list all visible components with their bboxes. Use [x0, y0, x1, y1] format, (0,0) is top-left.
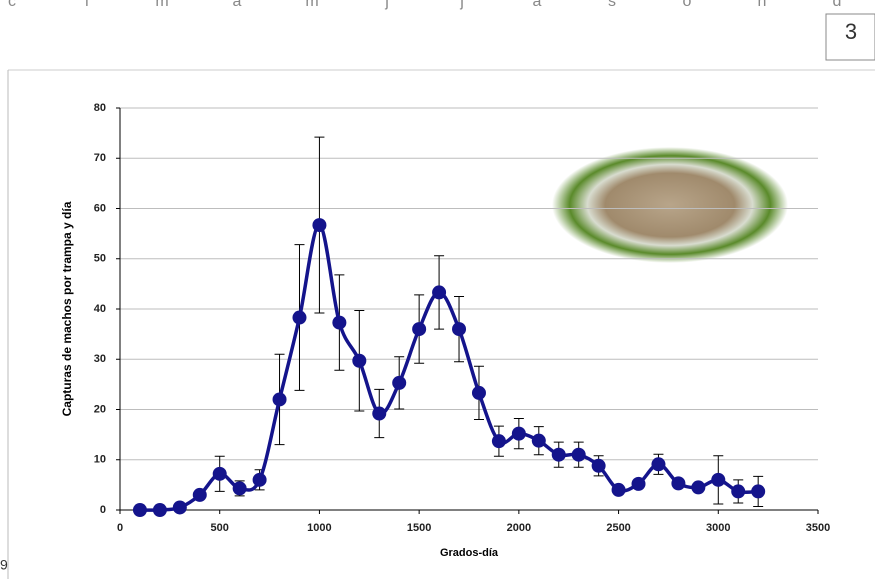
point	[312, 218, 327, 233]
y-axis-label: Capturas de machos por trampa y día	[60, 201, 74, 416]
point	[651, 457, 666, 472]
point	[452, 322, 467, 337]
point	[232, 481, 247, 496]
point	[272, 392, 287, 407]
x-tick-label: 3500	[806, 522, 830, 534]
month-letter: n	[758, 0, 767, 10]
point	[292, 310, 307, 325]
y-tick-label: 30	[94, 353, 106, 365]
x-tick-label: 2500	[606, 522, 630, 534]
point	[192, 487, 207, 502]
point	[471, 385, 486, 400]
point	[571, 447, 586, 462]
point	[611, 482, 626, 497]
y-tick-label: 70	[94, 152, 106, 164]
point	[731, 484, 746, 499]
point	[751, 484, 766, 499]
month-letter: j	[384, 0, 389, 10]
point	[551, 447, 566, 462]
point	[631, 476, 646, 491]
point	[352, 353, 367, 368]
month-letter: f	[85, 0, 90, 10]
month-letter: s	[608, 0, 616, 10]
point	[172, 500, 187, 515]
point	[412, 322, 427, 337]
point	[392, 375, 407, 390]
y-tick-label: 40	[94, 303, 106, 315]
y-tick-label: 50	[94, 253, 106, 265]
point	[491, 434, 506, 449]
series-line	[139, 223, 759, 512]
month-letter: o	[683, 0, 692, 10]
month-letter: d	[833, 0, 842, 10]
month-letter: m	[155, 0, 168, 10]
x-tick-label: 1500	[407, 522, 431, 534]
x-tick-label: 0	[117, 522, 123, 534]
point	[252, 472, 267, 487]
insect-photo	[552, 147, 788, 263]
y-tick-label: 20	[94, 403, 106, 415]
point	[152, 503, 167, 517]
point	[132, 503, 147, 517]
page-number-box	[825, 13, 875, 61]
x-axis-label: Grados-día	[440, 547, 499, 559]
month-letter: a	[233, 0, 242, 10]
point	[671, 476, 686, 491]
y-tick-label: 80	[94, 102, 106, 114]
point	[531, 433, 546, 448]
month-letter: j	[459, 0, 464, 10]
x-tick-label: 3000	[706, 522, 730, 534]
x-tick-label: 1000	[307, 522, 331, 534]
point	[212, 466, 227, 481]
footer-fragment: 9	[0, 557, 8, 573]
point	[372, 406, 387, 421]
point	[432, 285, 447, 300]
point	[332, 315, 347, 330]
month-letter: m	[305, 0, 318, 10]
y-tick-label: 10	[94, 454, 106, 466]
y-tick-label: 60	[94, 202, 106, 214]
point	[591, 458, 606, 473]
x-tick-label: 2000	[507, 522, 531, 534]
point	[511, 426, 526, 441]
y-tick-label: 0	[100, 504, 106, 516]
point	[691, 480, 706, 495]
point	[711, 472, 726, 487]
page-number: 3	[845, 19, 857, 44]
x-tick-label: 500	[211, 522, 229, 534]
month-letter: c	[8, 0, 16, 10]
month-letter: a	[533, 0, 542, 10]
